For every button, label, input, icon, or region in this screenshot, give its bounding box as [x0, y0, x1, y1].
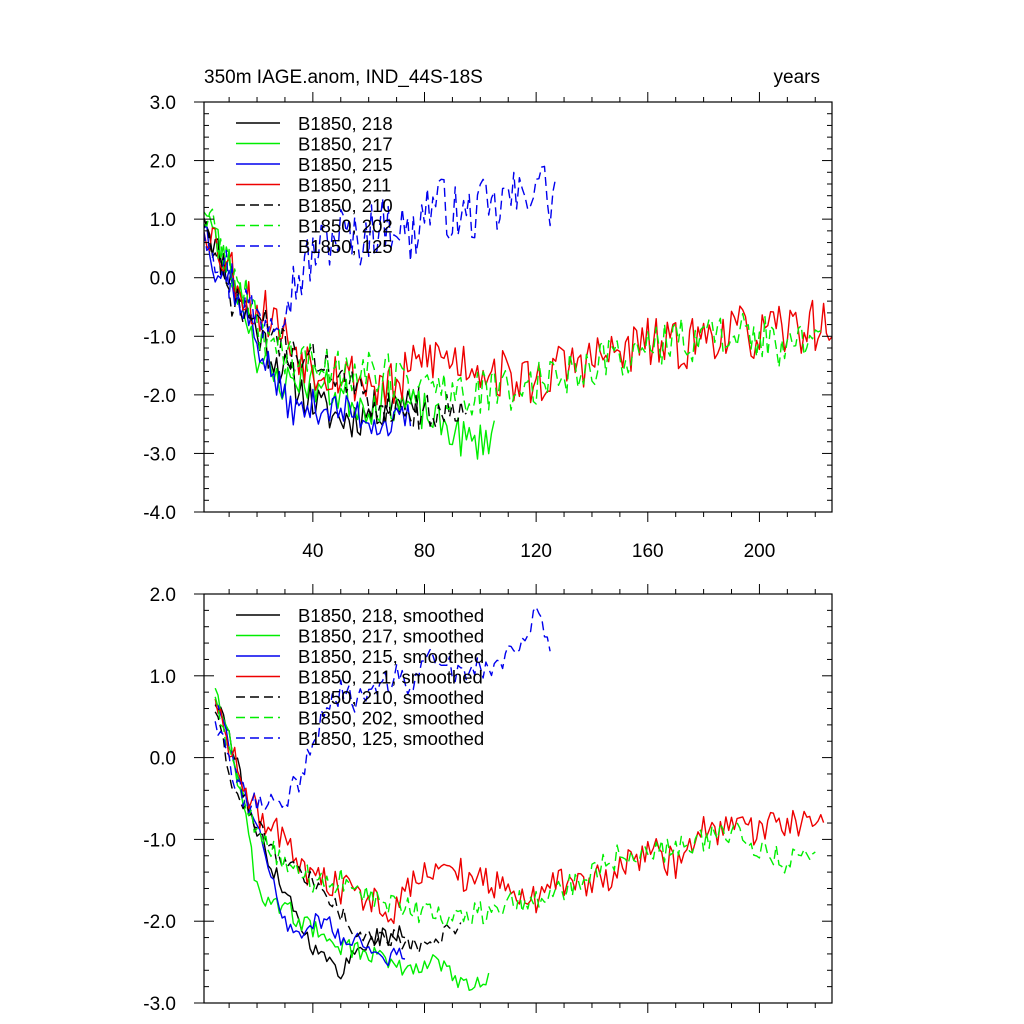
y-tick-label: 2.0	[150, 585, 176, 606]
x-tick-label: 120	[520, 541, 552, 562]
legend-label: B1850, 202, smoothed	[298, 708, 484, 729]
series-line-6	[204, 208, 822, 416]
plot-units: years	[774, 67, 820, 88]
legend-label: B1850, 217	[298, 134, 393, 155]
series-line-5	[204, 221, 467, 431]
legend-label: B1850, 211, smoothed	[298, 667, 483, 688]
y-tick-label: 0.0	[150, 269, 176, 290]
series-line-7	[204, 165, 557, 339]
series-line-5	[214, 711, 462, 954]
plot-title: 350m IAGE.anom, IND_44S-18S	[204, 67, 483, 88]
series-line-2	[204, 211, 495, 460]
legend-label: B1850, 217, smoothed	[298, 626, 484, 647]
y-tick-label: -1.0	[143, 830, 176, 851]
legend-label: B1850, 215	[298, 154, 393, 175]
y-tick-label: -4.0	[143, 503, 176, 524]
y-tick-label: -2.0	[143, 386, 176, 407]
x-tick-label: 200	[744, 541, 776, 562]
legend-label: B1850, 211	[298, 175, 391, 196]
y-tick-label: -2.0	[143, 912, 176, 933]
x-tick-label: 40	[302, 541, 323, 562]
legend-label: B1850, 218	[298, 113, 393, 134]
plot-frame	[203, 593, 833, 1004]
plot-frame	[203, 101, 833, 513]
series-line-4	[214, 698, 825, 925]
y-tick-label: 1.0	[150, 667, 176, 688]
y-tick-label: 1.0	[150, 210, 176, 231]
y-tick-label: 0.0	[150, 749, 176, 770]
y-tick-label: -3.0	[143, 444, 176, 465]
series-line-3	[204, 225, 412, 437]
series-line-2	[214, 687, 490, 991]
legend-label: B1850, 125, smoothed	[298, 728, 484, 749]
y-tick-label: 3.0	[150, 93, 176, 114]
series-line-6	[214, 696, 816, 927]
legend-label: B1850, 125	[298, 236, 393, 257]
legend-label: B1850, 215, smoothed	[298, 646, 484, 667]
x-tick-label: 80	[414, 541, 435, 562]
y-tick-label: -3.0	[143, 994, 176, 1015]
top-panel: -4.0 -3.0 -2.0 -1.0 0.0 1.0 2.0 3.0 40 80 120 160 20…	[143, 92, 833, 562]
y-tick-label: 2.0	[150, 152, 176, 173]
legend-label: B1850, 218, smoothed	[298, 605, 484, 626]
legend-label: B1850, 210, smoothed	[298, 687, 484, 708]
x-tick-label: 160	[632, 541, 664, 562]
series-line-7	[214, 606, 551, 814]
y-tick-label: -1.0	[143, 327, 176, 348]
legend-label: B1850, 210	[298, 195, 393, 216]
bottom-panel: -3.0 -2.0 -1.0 0.0 1.0 2.0 B1850, 218, smoothe…	[143, 584, 833, 1015]
legend-label: B1850, 202	[298, 216, 393, 237]
